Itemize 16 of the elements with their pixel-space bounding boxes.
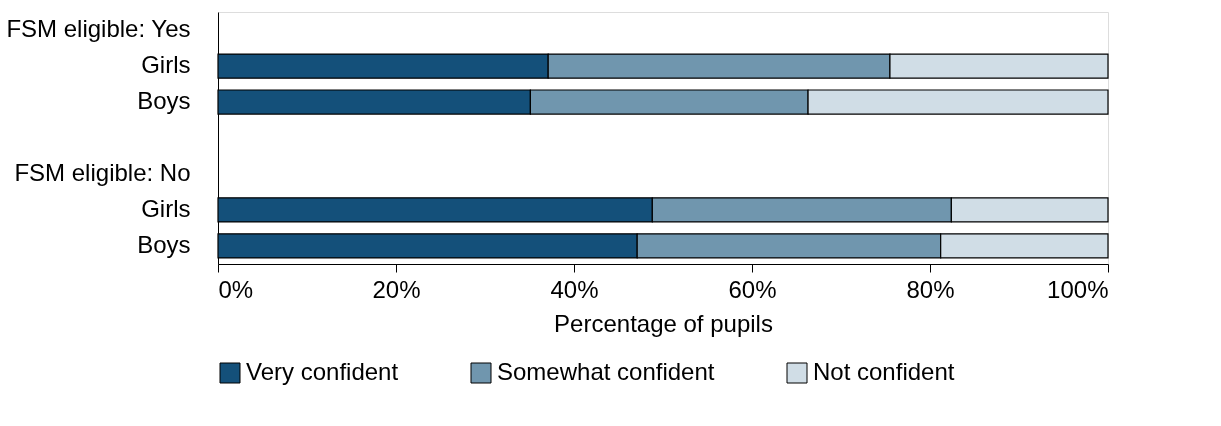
y-tick-label: FSM eligible: Yes bbox=[6, 15, 191, 43]
y-tick-label: Girls bbox=[141, 194, 191, 222]
y-tick-label: Boys bbox=[137, 87, 191, 115]
x-tick-label: 0% bbox=[218, 275, 254, 303]
legend-label: Somewhat confident bbox=[497, 358, 715, 385]
x-axis-title: Percentage of pupils bbox=[554, 309, 773, 337]
y-tick-label: Girls bbox=[141, 51, 191, 79]
y-tick-label: Boys bbox=[137, 230, 191, 258]
y-tick-label: FSM eligible: No bbox=[14, 158, 191, 186]
x-tick-label: 60% bbox=[728, 275, 777, 303]
x-tick-label: 40% bbox=[550, 275, 599, 303]
x-tick-label: 100% bbox=[1047, 275, 1109, 303]
x-tick-label: 80% bbox=[906, 275, 955, 303]
x-tick-label: 20% bbox=[372, 275, 421, 303]
legend-label: Very confident bbox=[246, 358, 399, 385]
legend-label: Not confident bbox=[813, 358, 955, 385]
